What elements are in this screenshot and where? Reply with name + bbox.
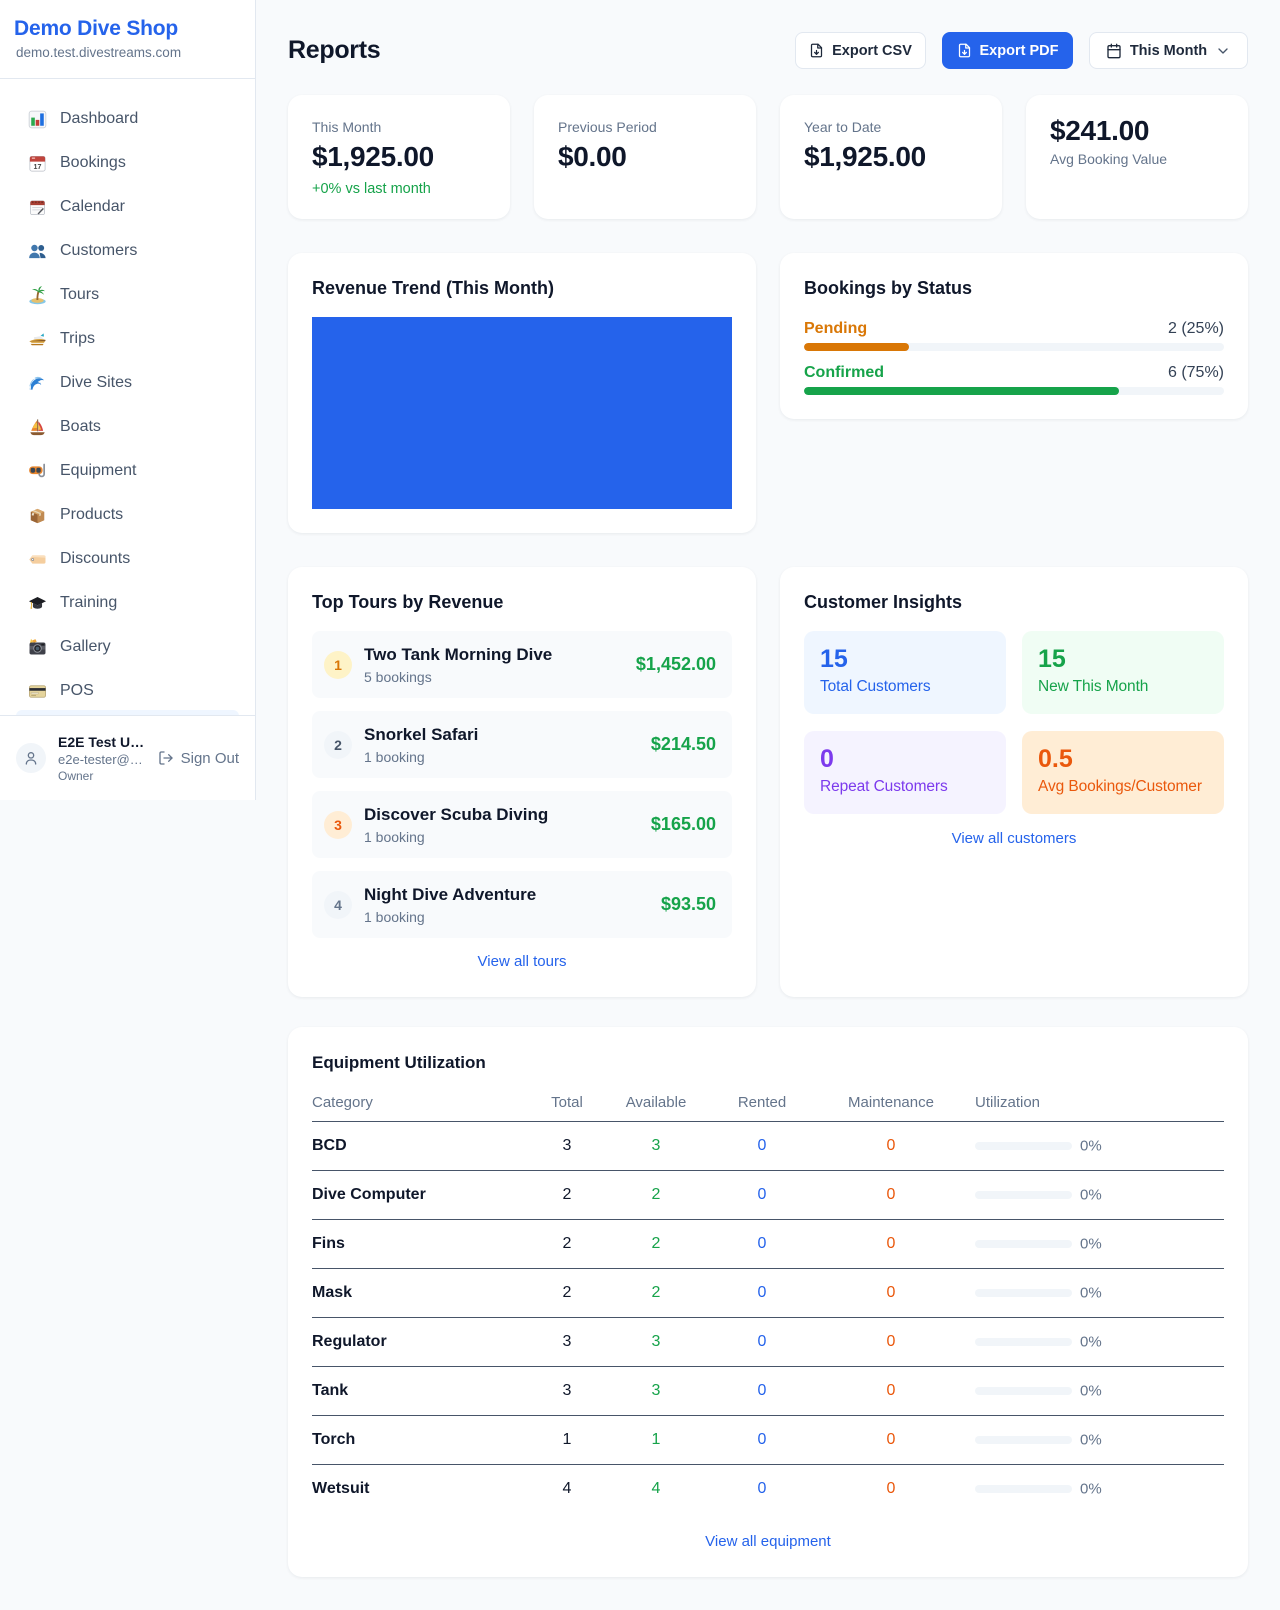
- svg-text:17: 17: [34, 162, 42, 170]
